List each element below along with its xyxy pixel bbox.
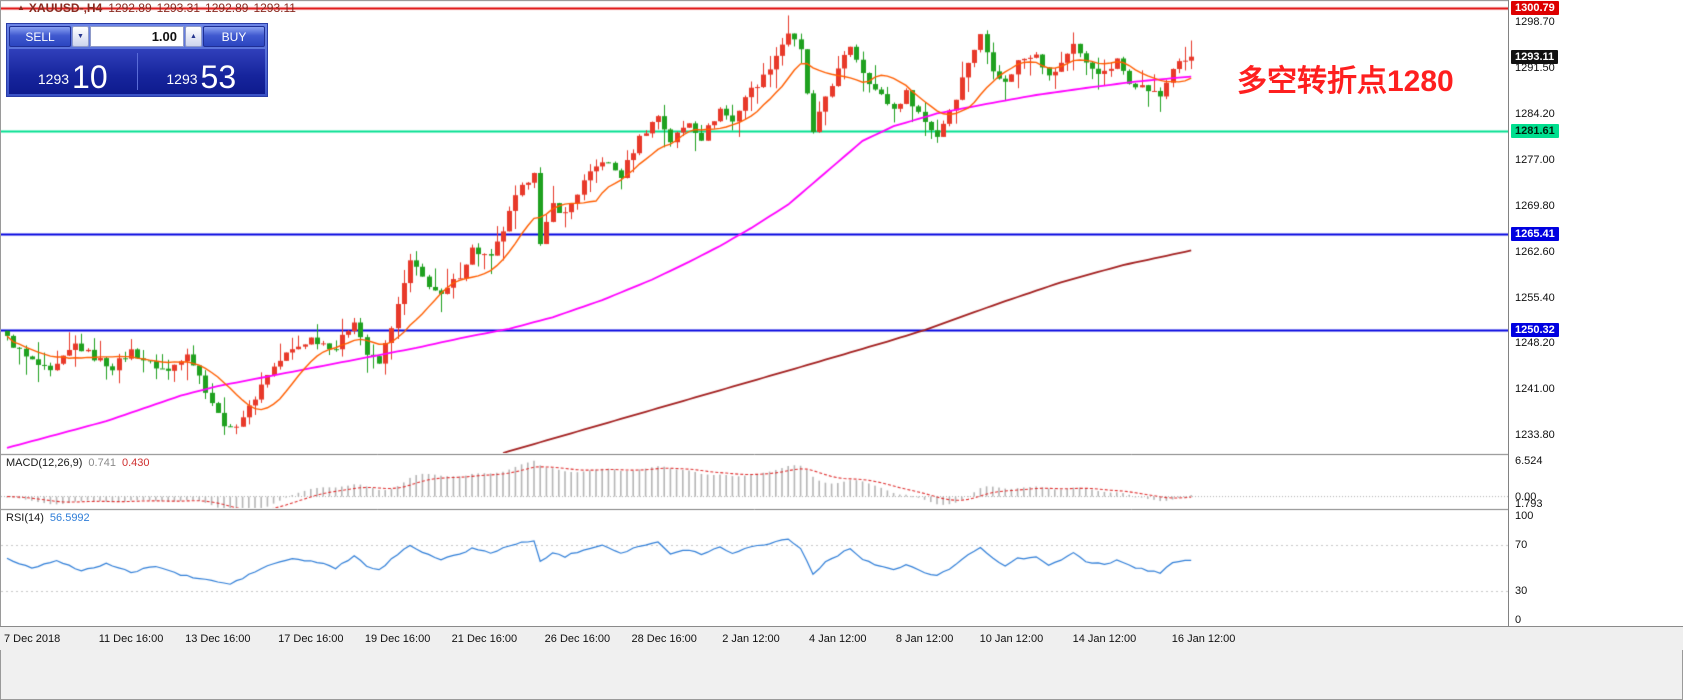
time-axis-label: 28 Dec 16:00 [631, 633, 697, 645]
time-axis-label: 7 Dec 2018 [4, 633, 61, 645]
volume-input[interactable] [90, 26, 184, 47]
rsi-name: RSI(14) [6, 512, 44, 524]
price-scale-label: 1248.20 [1515, 337, 1555, 350]
order-entry-row: SELL ▼ ▲ BUY [9, 26, 265, 47]
time-axis-label: 11 Dec 16:00 [98, 633, 164, 645]
time-axis-label: 14 Jan 12:00 [1072, 633, 1137, 645]
time-axis-label: 13 Dec 16:00 [185, 633, 251, 645]
chart-annotation-text: 多空转折点1280 [1237, 65, 1454, 98]
price-scale[interactable]: 1298.70 1291.50 1284.20 1277.00 1269.80 1262.… [1508, 0, 1683, 626]
volume-increase-button[interactable]: ▲ [185, 26, 202, 47]
time-axis-label: 10 Jan 12:00 [979, 633, 1044, 645]
price-badge: 1300.79 [1511, 1, 1559, 16]
buy-price-main: 1293 [166, 71, 198, 87]
symbol-marker-icon: ▲ [17, 3, 25, 12]
sell-price-main: 1293 [37, 71, 70, 87]
price-badge: 1265.41 [1511, 226, 1559, 241]
rsi-scale-label: 100 [1515, 510, 1534, 522]
one-click-trading-panel: SELL ▼ ▲ BUY 1293 10 1293 53 [6, 23, 268, 97]
price-scale-label: 1255.40 [1515, 291, 1555, 304]
ohlc-low: 1292.89 [205, 1, 249, 15]
price-badge: 1293.11 [1511, 50, 1559, 65]
macd-scale-label: 1.793 [1515, 498, 1543, 510]
sell-price-pips: 10 [72, 59, 108, 95]
price-scale-label: 1277.00 [1515, 153, 1555, 166]
bid-ask-display: 1293 10 1293 53 [9, 49, 265, 94]
macd-signal-value: 0.430 [121, 457, 150, 469]
time-axis-label: 19 Dec 16:00 [364, 633, 431, 645]
price-scale-label: 1241.00 [1515, 383, 1555, 396]
chart-title-line: ▲ XAUUSD-,H4 1292.89 1293.31 1292.89 1293.11 [17, 1, 301, 15]
chart-canvas[interactable] [1, 2, 1508, 626]
rsi-indicator-label: RSI(14) 56.5992 [6, 512, 90, 524]
sell-price-display[interactable]: 1293 10 [9, 49, 137, 94]
rsi-scale-label: 0 [1515, 614, 1522, 626]
time-axis-label: 26 Dec 16:00 [544, 633, 611, 645]
time-axis-label: 2 Jan 12:00 [722, 633, 780, 645]
buy-button[interactable]: BUY [203, 26, 265, 47]
price-scale-label: 1269.80 [1515, 199, 1555, 212]
ohlc-high: 1293.31 [156, 1, 201, 15]
buy-price-pips: 53 [200, 59, 237, 95]
time-scale[interactable]: 7 Dec 2018 11 Dec 16:00 13 Dec 16:00 17 Dec… [0, 626, 1683, 650]
price-divider [136, 53, 138, 90]
price-scale-label: 1233.80 [1515, 429, 1555, 442]
price-badge: 1281.61 [1511, 123, 1559, 138]
rsi-scale-label: 70 [1515, 538, 1528, 551]
volume-decrease-button[interactable]: ▼ [72, 26, 89, 47]
ohlc-close: 1293.11 [253, 1, 296, 15]
rsi-value: 56.5992 [49, 512, 90, 524]
time-axis-label: 4 Jan 12:00 [809, 633, 867, 645]
symbol-period-label: XAUUSD-,H4 [28, 1, 103, 15]
time-axis-label: 8 Jan 12:00 [895, 633, 954, 645]
price-scale-label: 1298.70 [1515, 15, 1555, 28]
time-axis-label: 16 Jan 12:00 [1171, 633, 1236, 645]
macd-main-value: 0.741 [88, 457, 116, 469]
price-scale-label: 1262.60 [1515, 245, 1555, 258]
price-scale-label: 1284.20 [1515, 108, 1555, 121]
rsi-scale-label: 30 [1515, 585, 1528, 598]
price-badge: 1250.32 [1511, 322, 1559, 337]
macd-scale-label: 0.00 [1515, 490, 1537, 503]
macd-name: MACD(12,26,9) [6, 457, 83, 469]
buy-price-display[interactable]: 1293 53 [138, 49, 266, 94]
time-axis-label: 17 Dec 16:00 [278, 633, 344, 645]
price-scale-label: 1291.50 [1515, 61, 1555, 74]
sell-button[interactable]: SELL [9, 26, 71, 47]
ohlc-open: 1292.89 [108, 1, 152, 15]
macd-indicator-label: MACD(12,26,9) 0.741 0.430 [6, 457, 149, 469]
time-axis-label: 21 Dec 16:00 [451, 633, 518, 645]
macd-scale-label: 6.524 [1515, 455, 1543, 467]
